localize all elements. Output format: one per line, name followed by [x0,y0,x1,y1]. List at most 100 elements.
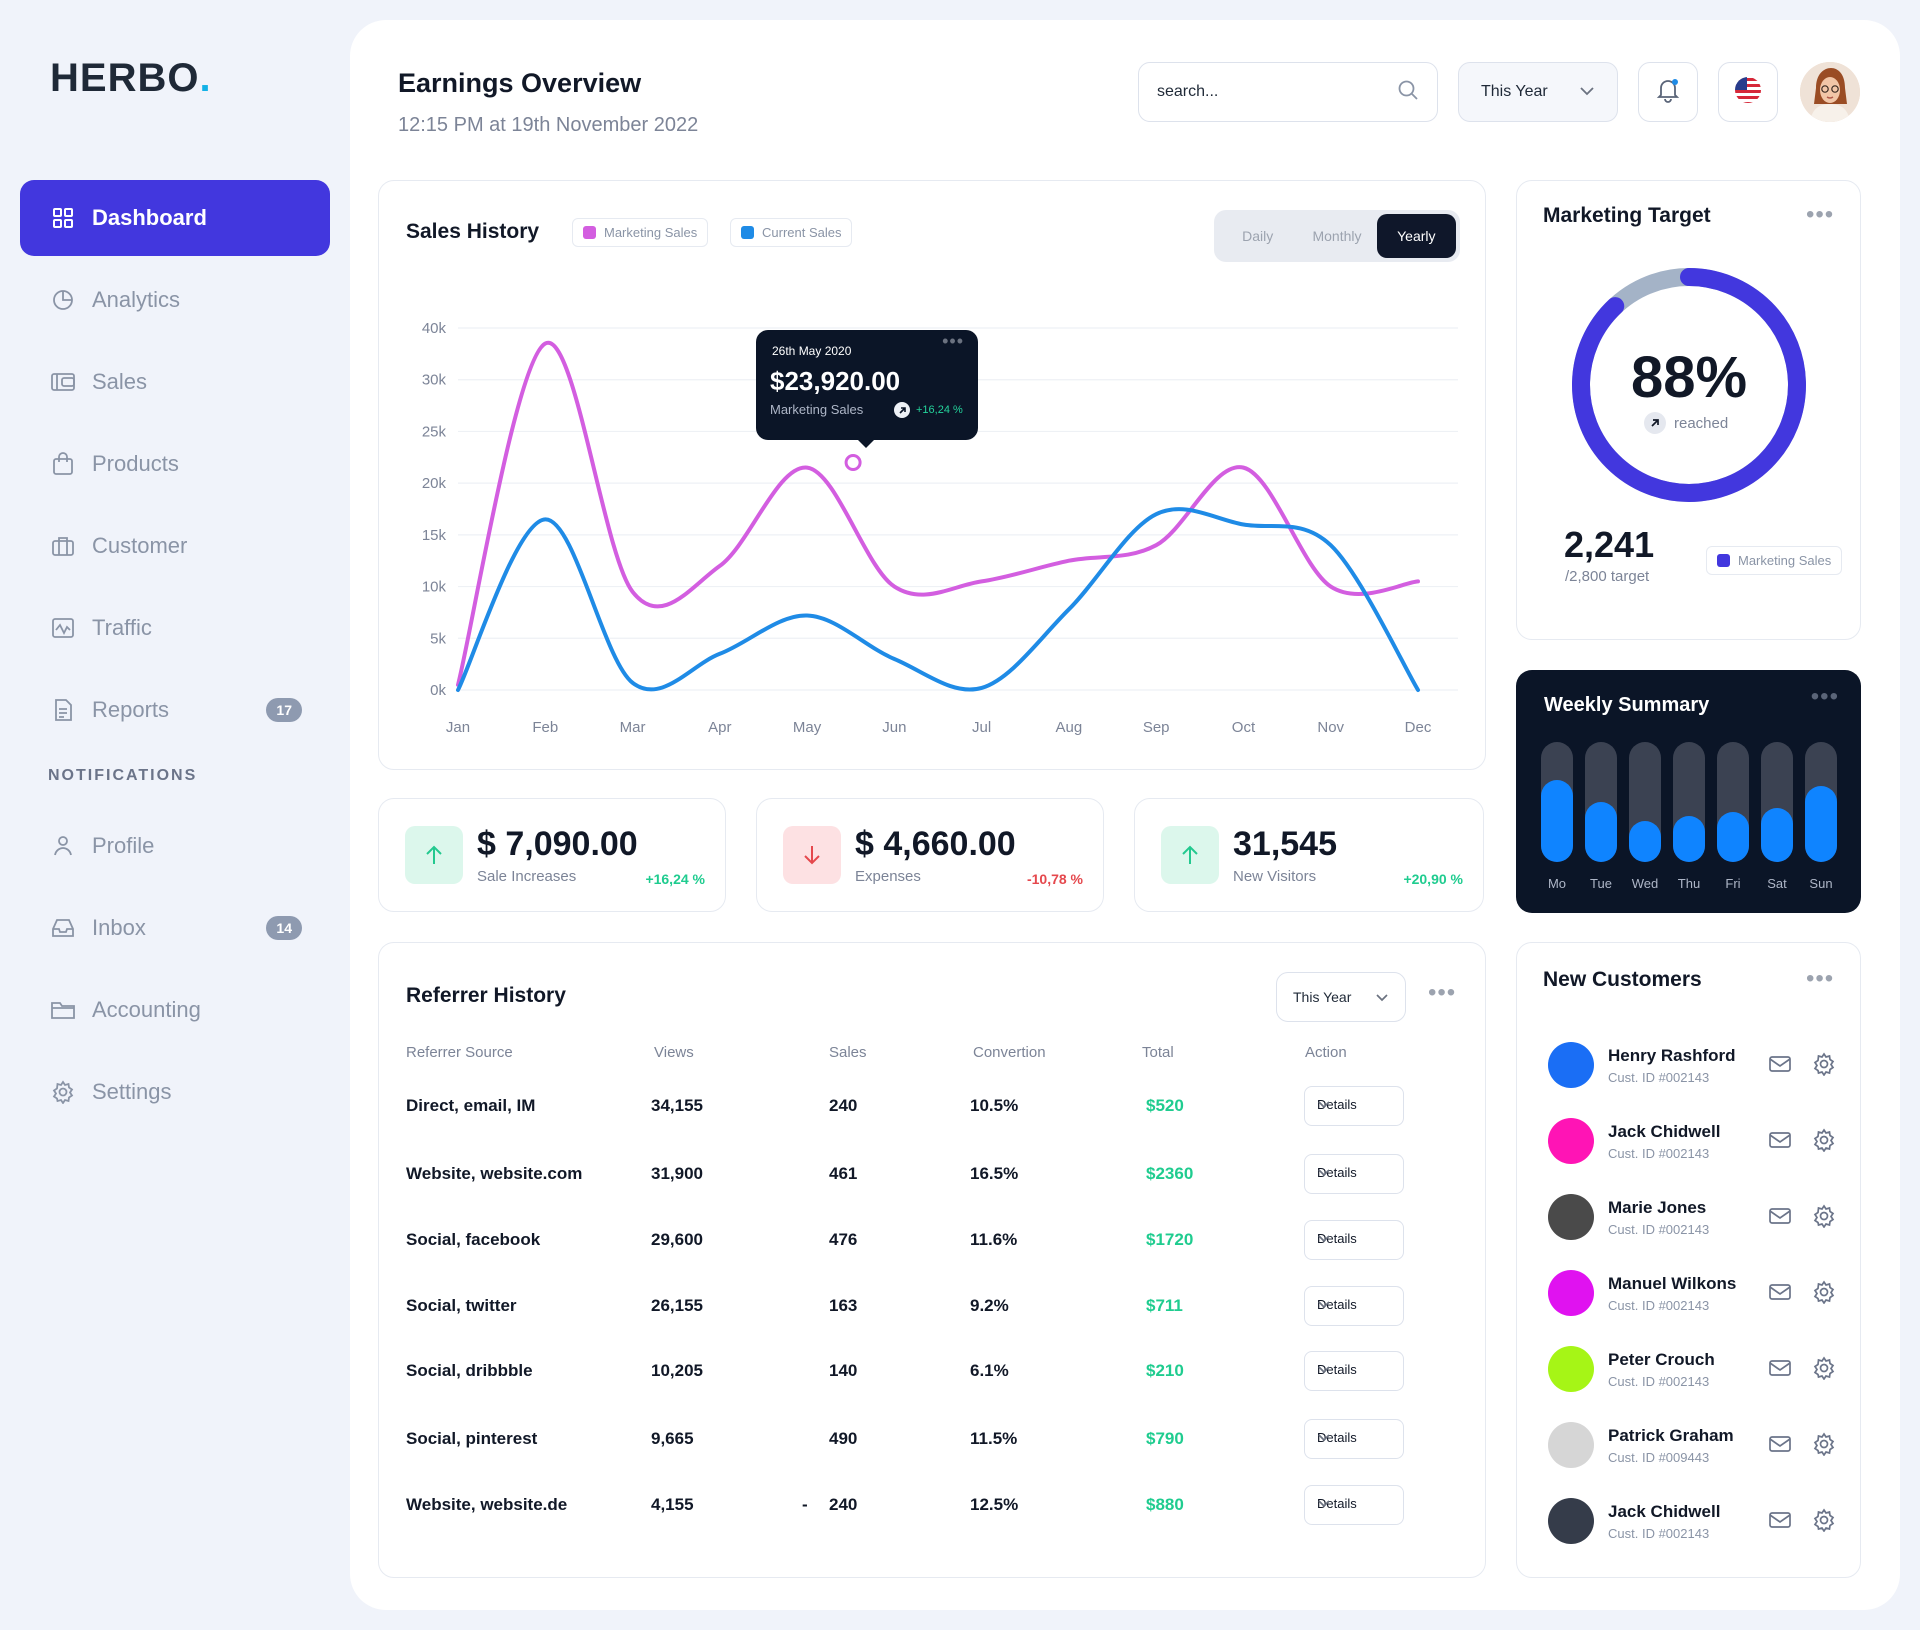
sidebar-item-analytics[interactable]: Analytics [20,262,330,338]
customer-list-item[interactable]: Marie Jones Cust. ID #002143 [1548,1186,1848,1246]
more-icon[interactable]: ••• [1806,965,1835,992]
legend-marketing-sales[interactable]: Marketing Sales [1706,546,1843,575]
column-header-action: Action [1305,1044,1347,1061]
mail-icon[interactable] [1768,1358,1792,1383]
legend-current-sales[interactable]: Current Sales [730,218,853,247]
details-button[interactable]: Details [1304,1419,1404,1459]
customer-list-item[interactable]: Peter Crouch Cust. ID #002143 [1548,1338,1848,1398]
search-input[interactable]: search... [1157,83,1219,100]
more-icon[interactable]: ••• [1806,201,1835,228]
customer-list-item[interactable]: Manuel Wilkons Cust. ID #002143 [1548,1262,1848,1322]
x-tick-label: May [793,719,822,736]
gear-icon[interactable] [1812,1204,1836,1233]
weekly-bar[interactable] [1585,802,1617,862]
weekly-bar[interactable] [1761,808,1793,862]
details-label: Details [1317,1165,1357,1180]
gear-icon[interactable] [1812,1052,1836,1081]
sidebar-item-profile[interactable]: Profile [20,808,330,884]
sidebar-item-traffic[interactable]: Traffic [20,590,330,666]
cell-source: Social, pinterest [406,1429,538,1448]
us-flag-icon [1734,76,1762,109]
weekly-bar[interactable] [1541,780,1573,862]
mail-icon[interactable] [1768,1282,1792,1307]
customer-list-item[interactable]: Henry Rashford Cust. ID #002143 [1548,1034,1848,1094]
gear-icon[interactable] [1812,1508,1836,1537]
tab-yearly[interactable]: Yearly [1376,214,1456,258]
details-button[interactable]: Details [1304,1351,1404,1391]
more-icon[interactable]: ••• [1810,683,1839,710]
series-line-marketing-sales[interactable] [456,341,1420,687]
details-button[interactable]: Details [1304,1286,1404,1326]
sidebar-item-reports[interactable]: Reports 17 [20,672,330,748]
more-icon[interactable]: ••• [1428,979,1457,1006]
series-line-current-sales[interactable] [456,507,1420,692]
weekly-bar[interactable] [1673,816,1705,862]
highlighted-data-point[interactable] [844,453,862,471]
gear-icon[interactable] [1812,1356,1836,1385]
cell-dash: - [802,1495,808,1514]
customer-name: Peter Crouch [1608,1350,1715,1369]
notifications-button[interactable] [1638,62,1698,122]
x-tick-label: Oct [1232,719,1256,736]
y-tick-label: 0k [430,682,446,699]
customer-list-item[interactable]: Patrick Graham Cust. ID #009443 [1548,1414,1848,1474]
weekly-bar[interactable] [1629,821,1661,862]
cell-views: 34,155 [651,1096,703,1115]
cell-sales: 240 [829,1096,858,1115]
details-button[interactable]: Details [1304,1220,1404,1260]
range-toggle[interactable]: Daily Monthly Yearly [1214,210,1460,262]
sidebar-item-dashboard[interactable]: Dashboard [20,180,330,256]
gear-icon [50,1079,76,1105]
legend-marketing-sales[interactable]: Marketing Sales [572,218,709,247]
mail-icon[interactable] [1768,1434,1792,1459]
sidebar-item-accounting[interactable]: Accounting [20,972,330,1048]
sidebar-nav: Dashboard Analytics Sales Products Custo… [20,180,330,1136]
sidebar-item-settings[interactable]: Settings [20,1054,330,1130]
customer-list-item[interactable]: Jack Chidwell Cust. ID #002143 [1548,1490,1848,1550]
sidebar-item-products[interactable]: Products [20,426,330,502]
gear-icon[interactable] [1812,1128,1836,1157]
y-tick-label: 15k [422,527,447,544]
tab-monthly[interactable]: Monthly [1312,228,1362,244]
weekly-bar[interactable] [1805,786,1837,862]
sidebar-item-label: Customer [92,533,188,558]
cell-views: 9,665 [651,1429,694,1448]
customer-id: Cust. ID #009443 [1608,1450,1710,1465]
tab-daily[interactable]: Daily [1242,228,1274,244]
language-button[interactable] [1718,62,1778,122]
customer-list-item[interactable]: Jack Chidwell Cust. ID #002143 [1548,1110,1848,1170]
mail-icon[interactable] [1768,1206,1792,1231]
stat-change: +20,90 % [1403,871,1463,887]
gear-icon[interactable] [1812,1432,1836,1461]
sidebar-item-sales[interactable]: Sales [20,344,330,420]
period-dropdown[interactable]: This Year [1458,62,1618,122]
details-label: Details [1317,1430,1357,1445]
details-button[interactable]: Details [1304,1086,1404,1126]
details-button[interactable]: Details [1304,1485,1404,1525]
sidebar-item-customer[interactable]: Customer [20,508,330,584]
cell-total: $2360 [1146,1164,1194,1183]
cell-total: $210 [1146,1361,1184,1380]
weekly-bar[interactable] [1717,812,1749,862]
tooltip-label: Marketing Sales [770,402,864,417]
sidebar-item-label: Settings [92,1079,172,1104]
table-row: Social, twitter 26,155 163 9.2% $711 Details [406,1286,1406,1326]
gear-icon[interactable] [1812,1280,1836,1309]
arrow-up-right-icon [1644,412,1666,434]
more-icon[interactable]: ••• [942,331,964,351]
stat-value: 31,545 [1233,825,1337,863]
brand-logo[interactable]: HERBO. [50,56,212,100]
mail-icon[interactable] [1768,1130,1792,1155]
search-icon[interactable] [1397,79,1419,106]
referrer-period-dropdown[interactable]: This Year [1276,972,1406,1022]
legend-swatch [741,226,754,239]
mail-icon[interactable] [1768,1510,1792,1535]
chevron-down-icon [1317,1430,1331,1445]
sidebar-item-label: Traffic [92,615,152,640]
details-button[interactable]: Details [1304,1154,1404,1194]
sidebar-item-inbox[interactable]: Inbox 14 [20,890,330,966]
mail-icon[interactable] [1768,1054,1792,1079]
search-box[interactable]: search... [1138,62,1438,122]
stat-value: $ 4,660.00 [855,825,1016,863]
user-avatar[interactable] [1800,62,1860,122]
